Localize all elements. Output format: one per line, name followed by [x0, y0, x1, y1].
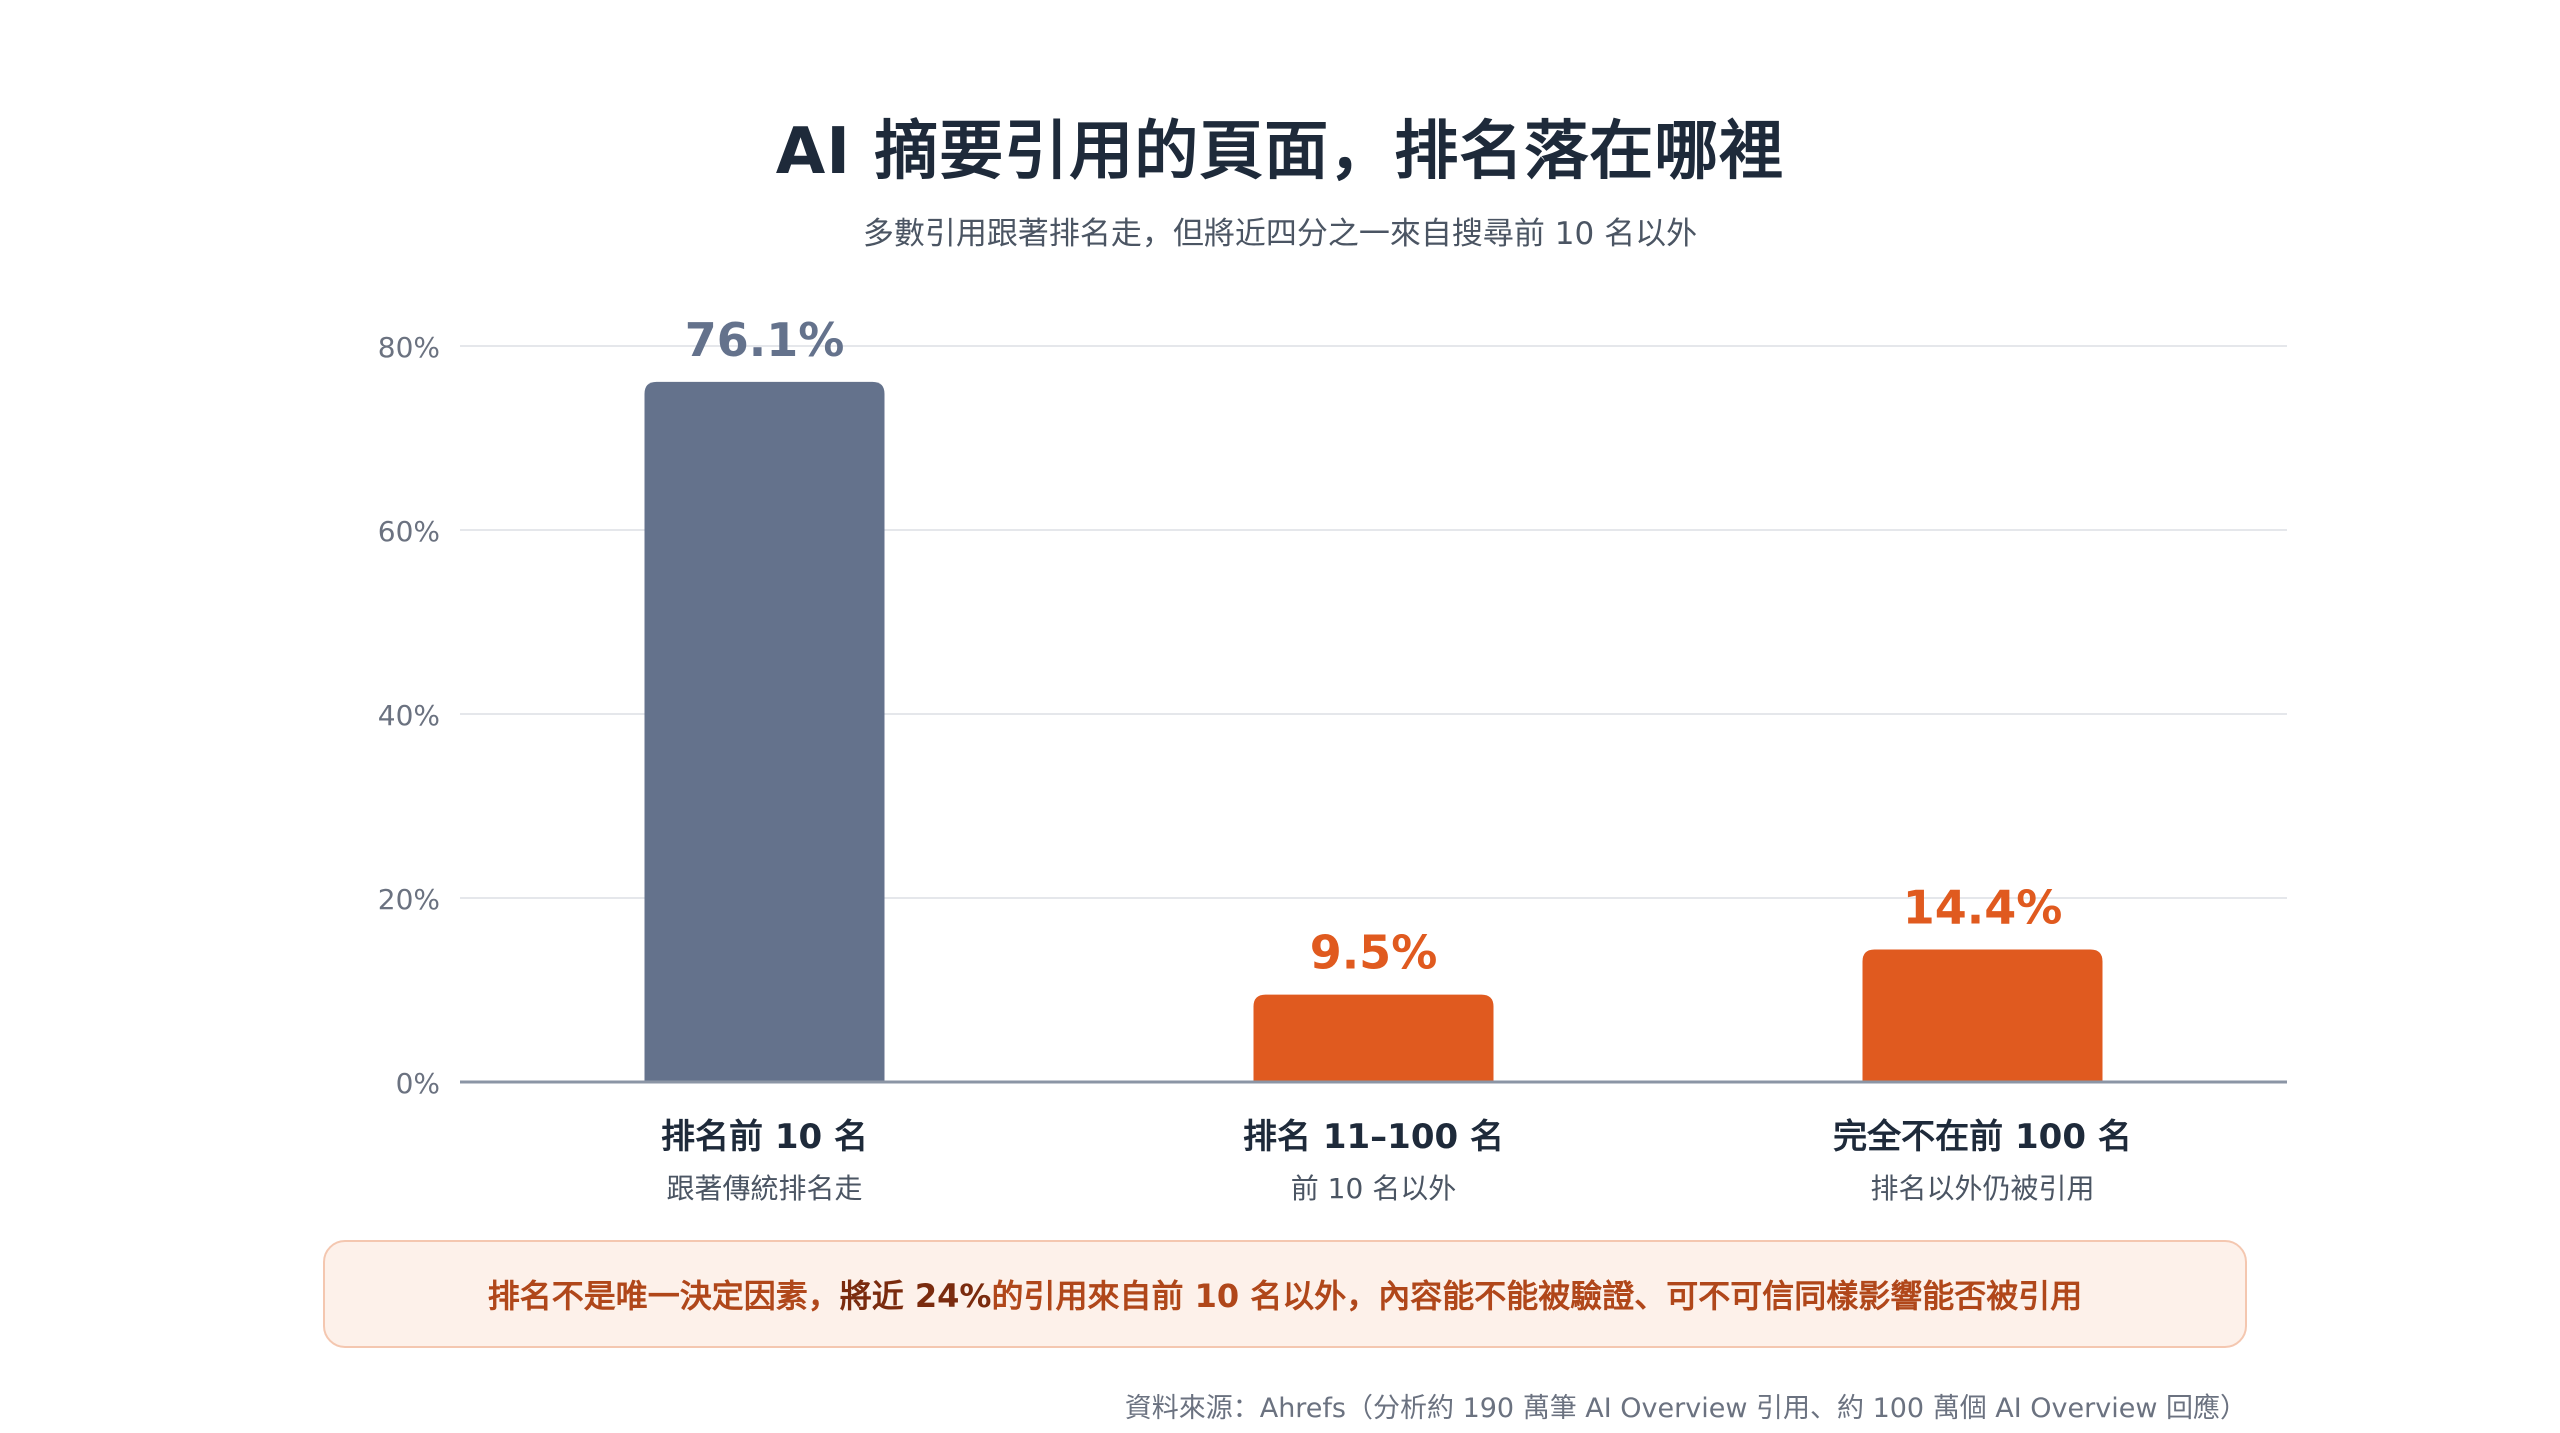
- bar: [644, 381, 885, 1082]
- x-tick-sublabel: 排名以外仍被引用: [1870, 1172, 2094, 1205]
- data-label: 76.1%: [685, 313, 845, 367]
- y-tick-label: 0%: [396, 1067, 440, 1100]
- callout-prefix: 排名不是唯一決定因素，: [487, 1277, 840, 1315]
- x-tick-label: 排名前 10 名: [661, 1117, 868, 1157]
- chart-title: AI 摘要引用的頁面，排名落在哪裡: [775, 115, 1785, 189]
- callout-box: 排名不是唯一決定因素， 將近 24% 的引用來自前 10 名以外，內容能不能被驗證…: [323, 1240, 2247, 1348]
- data-label: 14.4%: [1903, 881, 2063, 935]
- bar: [1253, 994, 1494, 1082]
- callout-suffix: 的引用來自前 10 名以外，內容能不能被驗證、可不可信同樣影響能否被引用: [991, 1277, 2083, 1315]
- x-tick-sublabel: 前 10 名以外: [1291, 1172, 1456, 1205]
- bar: [1862, 949, 2103, 1082]
- x-tick-sublabel: 跟著傳統排名走: [666, 1172, 862, 1205]
- x-tick-label: 排名 11–100 名: [1243, 1117, 1504, 1157]
- y-tick-label: 60%: [378, 515, 440, 548]
- data-label: 9.5%: [1310, 926, 1438, 980]
- source-note: 資料來源：Ahrefs（分析約 190 萬筆 AI Overview 引用、約 …: [1124, 1393, 2247, 1424]
- x-tick-label: 完全不在前 100 名: [1833, 1117, 2132, 1157]
- y-tick-label: 40%: [378, 699, 440, 732]
- y-tick-label: 80%: [378, 331, 440, 364]
- callout-highlight: 將近 24%: [839, 1277, 992, 1315]
- y-tick-label: 20%: [378, 883, 440, 916]
- chart-subtitle: 多數引用跟著排名走，但將近四分之一來自搜尋前 10 名以外: [862, 216, 1698, 252]
